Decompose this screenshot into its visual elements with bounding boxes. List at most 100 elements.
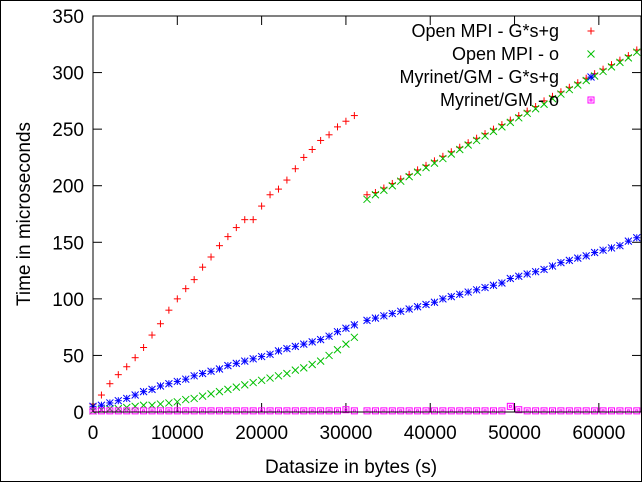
data-point (582, 407, 590, 415)
data-point (397, 407, 405, 415)
legend-marker (587, 73, 595, 81)
data-point (489, 407, 497, 415)
data-point (308, 407, 316, 415)
y-tick-label: 300 (52, 64, 84, 85)
data-point (182, 407, 190, 415)
data-point (198, 392, 207, 401)
data-point (481, 283, 489, 292)
data-point (455, 145, 464, 154)
legend-marker (587, 50, 595, 58)
data-point (464, 407, 472, 415)
data-point (439, 407, 447, 415)
data-point (258, 202, 266, 210)
data-point (224, 407, 232, 415)
data-point (156, 407, 164, 415)
data-point (548, 262, 557, 270)
data-point (342, 117, 350, 125)
x-axis-label: Datasize in bytes (s) (265, 457, 437, 478)
data-point (506, 274, 515, 283)
data-point (380, 407, 388, 415)
data-point (131, 402, 140, 411)
data-point (548, 407, 556, 415)
data-point (430, 407, 438, 415)
data-point (232, 383, 241, 391)
y-tick-label: 350 (52, 7, 84, 28)
data-point (207, 407, 215, 415)
data-point (422, 407, 430, 415)
data-point (599, 407, 607, 415)
x-tick-label: 60000 (572, 423, 625, 444)
data-point (283, 176, 291, 184)
data-point (506, 402, 514, 410)
data-point (591, 407, 599, 415)
data-point (481, 132, 489, 140)
data-point (633, 407, 641, 415)
data-point (165, 407, 173, 415)
data-point (439, 154, 447, 163)
data-point (350, 333, 359, 342)
x-tick-label: 30000 (320, 423, 373, 444)
data-point (632, 48, 641, 57)
data-point (215, 365, 224, 373)
y-tick-label: 50 (63, 346, 84, 367)
data-point (291, 366, 300, 374)
x-tick-label: 40000 (404, 423, 457, 444)
data-point (291, 407, 299, 415)
data-point (274, 185, 282, 193)
data-point (333, 345, 342, 354)
data-point (616, 407, 624, 415)
data-point (215, 387, 224, 396)
data-point (342, 324, 350, 333)
data-point (396, 177, 405, 186)
data-point (283, 407, 291, 415)
data-point (498, 123, 506, 131)
data-point (405, 172, 414, 181)
data-point (447, 150, 456, 158)
data-point (430, 298, 439, 307)
data-point (557, 90, 565, 98)
data-point (207, 390, 215, 398)
data-point (156, 320, 164, 328)
data-point (308, 337, 317, 346)
data-point (607, 244, 616, 252)
data-point (165, 399, 173, 407)
data-point (531, 267, 540, 276)
data-point (165, 306, 173, 314)
data-point (388, 181, 397, 190)
data-point (481, 407, 489, 415)
y-tick-label: 150 (52, 233, 84, 254)
data-point (249, 216, 257, 224)
data-point (548, 94, 557, 103)
data-point (455, 290, 464, 299)
data-point (325, 407, 333, 415)
data-point (257, 376, 266, 385)
data-point (557, 407, 565, 415)
data-point (396, 307, 405, 316)
data-point (232, 224, 240, 232)
data-point (439, 295, 447, 303)
legend-label: Open MPI - G*s+g (411, 21, 559, 41)
data-point (565, 85, 574, 94)
data-point (316, 335, 325, 344)
data-point (350, 407, 358, 415)
data-point (241, 407, 249, 415)
data-point (224, 361, 232, 370)
data-point (632, 233, 641, 242)
data-point (300, 407, 308, 415)
y-tick-label: 100 (52, 290, 84, 311)
data-point (363, 316, 371, 325)
axis-ticks: 0 50 100 150 200 250 300 350 0 10000 20000 30000 400… (52, 7, 641, 444)
data-point (405, 407, 413, 415)
data-point (299, 340, 308, 348)
data-point (380, 186, 388, 195)
data-point (489, 281, 498, 290)
data-point (342, 406, 350, 414)
data-point (283, 344, 291, 353)
data-point (266, 350, 274, 359)
data-point (232, 407, 240, 415)
data-point (624, 407, 632, 415)
data-point (291, 342, 300, 351)
data-point (422, 163, 430, 172)
data-point (139, 387, 148, 396)
